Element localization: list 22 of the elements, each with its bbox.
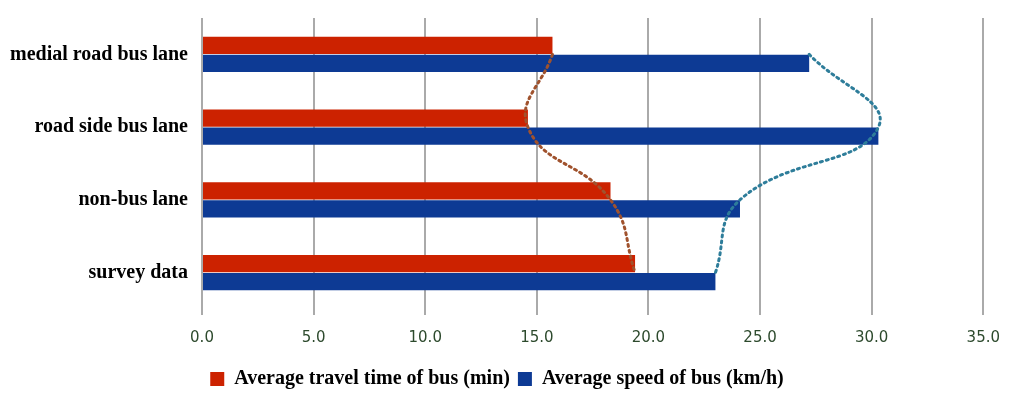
- x-tick-label: 25.0: [743, 327, 777, 346]
- bar: [203, 273, 716, 291]
- x-tick-label: 30.0: [854, 327, 889, 346]
- y-tick-label: medial road bus lane: [10, 41, 189, 64]
- y-tick-label: survey data: [88, 259, 188, 283]
- bar: [203, 54, 810, 73]
- bar: [203, 254, 636, 273]
- bar: [203, 127, 879, 145]
- bar: [203, 182, 611, 200]
- x-tick-label: 5.0: [301, 327, 326, 346]
- bar: [203, 109, 528, 127]
- y-tick-label: non-bus lane: [78, 187, 189, 210]
- y-tick-label: road side bus lane: [34, 114, 189, 137]
- bar: [203, 36, 553, 54]
- legend-label: Average speed of bus (km/h): [541, 366, 784, 390]
- x-tick-label: 20.0: [631, 327, 666, 346]
- x-tick-label: 15.0: [520, 327, 554, 346]
- bar: [203, 200, 740, 218]
- x-tick-label: 0.0: [190, 327, 214, 346]
- legend-label: Average travel time of bus (min): [234, 366, 510, 390]
- x-tick-label: 10.0: [408, 327, 442, 346]
- x-tick-label: 35.0: [966, 327, 1000, 346]
